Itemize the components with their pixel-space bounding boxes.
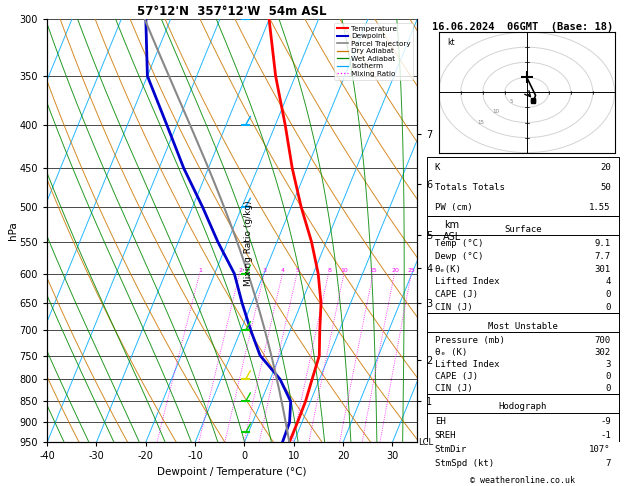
Text: 0: 0 — [605, 290, 611, 299]
Text: 8: 8 — [327, 268, 331, 273]
Text: EH: EH — [435, 417, 445, 426]
Text: CIN (J): CIN (J) — [435, 384, 472, 393]
Y-axis label: km
ASL: km ASL — [443, 220, 461, 242]
Text: CAPE (J): CAPE (J) — [435, 372, 478, 381]
Text: 0: 0 — [605, 303, 611, 312]
Text: θₑ (K): θₑ (K) — [435, 347, 467, 357]
Text: 25: 25 — [408, 268, 416, 273]
Text: 302: 302 — [594, 347, 611, 357]
Text: 20: 20 — [391, 268, 399, 273]
Text: CIN (J): CIN (J) — [435, 303, 472, 312]
Text: StmSpd (kt): StmSpd (kt) — [435, 459, 494, 468]
Legend: Temperature, Dewpoint, Parcel Trajectory, Dry Adiabat, Wet Adiabat, Isotherm, Mi: Temperature, Dewpoint, Parcel Trajectory… — [335, 23, 413, 80]
Text: 15: 15 — [370, 268, 377, 273]
Text: SREH: SREH — [435, 431, 456, 440]
Text: LCL: LCL — [418, 438, 433, 447]
Text: 2: 2 — [238, 268, 242, 273]
Text: Hodograph: Hodograph — [499, 402, 547, 411]
Text: 50: 50 — [600, 183, 611, 192]
Text: Dewp (°C): Dewp (°C) — [435, 252, 483, 260]
Text: -1: -1 — [600, 431, 611, 440]
Text: Surface: Surface — [504, 225, 542, 233]
X-axis label: Dewpoint / Temperature (°C): Dewpoint / Temperature (°C) — [157, 467, 307, 477]
Text: 700: 700 — [594, 336, 611, 345]
Text: © weatheronline.co.uk: © weatheronline.co.uk — [470, 476, 576, 485]
Text: Most Unstable: Most Unstable — [488, 322, 558, 331]
Text: Totals Totals: Totals Totals — [435, 183, 504, 192]
Y-axis label: hPa: hPa — [8, 222, 18, 240]
Text: K: K — [435, 163, 440, 172]
Text: 1: 1 — [198, 268, 203, 273]
Text: 301: 301 — [594, 264, 611, 274]
Text: 3: 3 — [605, 360, 611, 369]
Text: Pressure (mb): Pressure (mb) — [435, 336, 504, 345]
Text: Lifted Index: Lifted Index — [435, 360, 499, 369]
Text: 0: 0 — [605, 384, 611, 393]
Text: -9: -9 — [600, 417, 611, 426]
Text: 10: 10 — [341, 268, 348, 273]
Text: 20: 20 — [600, 163, 611, 172]
Text: PW (cm): PW (cm) — [435, 203, 472, 212]
Text: 7.7: 7.7 — [594, 252, 611, 260]
Text: 9.1: 9.1 — [594, 239, 611, 248]
Text: 7: 7 — [605, 459, 611, 468]
Text: 1.55: 1.55 — [589, 203, 611, 212]
Text: 3: 3 — [263, 268, 267, 273]
Text: θₑ(K): θₑ(K) — [435, 264, 462, 274]
Text: 16.06.2024  06GMT  (Base: 18): 16.06.2024 06GMT (Base: 18) — [432, 21, 613, 32]
Text: StmDir: StmDir — [435, 445, 467, 454]
Text: CAPE (J): CAPE (J) — [435, 290, 478, 299]
Text: 0: 0 — [605, 372, 611, 381]
Text: Mixing Ratio (g/kg): Mixing Ratio (g/kg) — [244, 200, 253, 286]
Title: 57°12'N  357°12'W  54m ASL: 57°12'N 357°12'W 54m ASL — [137, 5, 327, 18]
Text: 4: 4 — [281, 268, 285, 273]
Text: Lifted Index: Lifted Index — [435, 278, 499, 286]
Text: 5: 5 — [296, 268, 299, 273]
Text: Temp (°C): Temp (°C) — [435, 239, 483, 248]
Text: 107°: 107° — [589, 445, 611, 454]
Text: 4: 4 — [605, 278, 611, 286]
